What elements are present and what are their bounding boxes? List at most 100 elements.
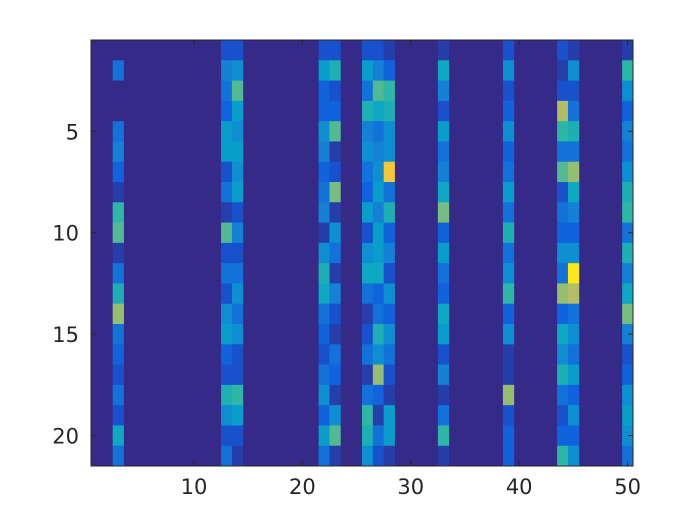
heatmap-cell: [622, 100, 634, 122]
heatmap-cell: [318, 425, 330, 447]
heatmap-cell: [362, 182, 374, 203]
heatmap-cell: [383, 303, 395, 325]
heatmap-cell: [329, 344, 341, 365]
heatmap-cell: [437, 60, 450, 81]
heatmap-cell: [437, 263, 450, 284]
heatmap-cell: [329, 324, 341, 345]
x-tick-label: 10: [181, 475, 208, 499]
heatmap-cell: [437, 364, 450, 386]
heatmap-cell: [437, 405, 450, 426]
heatmap-cell: [329, 405, 341, 426]
heatmap-cell: [437, 283, 450, 305]
heatmap-cell: [112, 202, 124, 223]
heatmap-cell: [622, 182, 634, 203]
heatmap-cell: [231, 121, 244, 142]
heatmap-cell: [622, 283, 634, 305]
heatmap-cell: [622, 303, 634, 325]
heatmap-cell: [231, 384, 244, 406]
heatmap-cell: [383, 100, 395, 122]
heatmap-cell: [221, 80, 233, 102]
heatmap-cell: [372, 80, 385, 102]
heatmap-cell: [329, 445, 341, 467]
heatmap-cell: [622, 60, 634, 81]
heatmap-cell: [437, 121, 450, 142]
heatmap-cell: [557, 384, 569, 406]
heatmap-cell: [318, 182, 330, 203]
heatmap-cell: [329, 242, 341, 264]
heatmap-cell: [622, 222, 634, 244]
heatmap-cell: [622, 344, 634, 365]
heatmap-cell: [362, 161, 374, 183]
heatmap-cell: [329, 141, 341, 163]
heatmap-cell: [329, 303, 341, 325]
heatmap-cell: [502, 60, 515, 81]
heatmap-cell: [502, 344, 515, 365]
heatmap-cell: [112, 384, 124, 406]
y-tick-label: 20: [52, 425, 79, 449]
heatmap-cell: [383, 283, 395, 305]
heatmap-cell: [502, 283, 515, 305]
heatmap-cell: [502, 100, 515, 122]
heatmap-cell: [329, 384, 341, 406]
heatmap-cell: [437, 182, 450, 203]
heatmap-cell: [557, 182, 569, 203]
heatmap-cell: [362, 445, 374, 467]
heatmap-cell: [231, 202, 244, 223]
heatmap-cell: [318, 303, 330, 325]
heatmap-cell: [502, 324, 515, 345]
heatmap-cell: [362, 303, 374, 325]
heatmap-cell: [231, 161, 244, 183]
heatmap-cell: [231, 100, 244, 122]
heatmap-cell: [112, 324, 124, 345]
heatmap-cell: [567, 384, 580, 406]
x-tick-label: 30: [397, 475, 424, 499]
heatmap-cell: [622, 141, 634, 163]
heatmap-cell: [383, 141, 395, 163]
heatmap-cell: [557, 40, 569, 61]
heatmap-cells: [112, 40, 634, 467]
heatmap-cell: [437, 242, 450, 264]
heatmap-cell: [383, 80, 395, 102]
heatmap-cell: [567, 182, 580, 203]
heatmap-cell: [372, 141, 385, 163]
heatmap-cell: [383, 384, 395, 406]
heatmap-cell: [567, 242, 580, 264]
heatmap-cell: [557, 303, 569, 325]
heatmap-cell: [221, 222, 233, 244]
heatmap-cell: [372, 263, 385, 284]
heatmap-cell: [231, 445, 244, 467]
heatmap-cell: [329, 283, 341, 305]
heatmap-cell: [221, 445, 233, 467]
heatmap-cell: [221, 40, 233, 61]
heatmap-cell: [622, 40, 634, 61]
heatmap-cell: [622, 405, 634, 426]
heatmap-cell: [231, 364, 244, 386]
heatmap-cell: [383, 60, 395, 81]
heatmap-cell: [372, 344, 385, 365]
heatmap-cell: [329, 121, 341, 142]
heatmap-cell: [231, 60, 244, 81]
heatmap-cell: [329, 80, 341, 102]
heatmap-cell: [362, 242, 374, 264]
heatmap-cell: [557, 242, 569, 264]
heatmap-cell: [318, 384, 330, 406]
heatmap-cell: [318, 40, 330, 61]
heatmap-cell: [231, 182, 244, 203]
heatmap-cell: [372, 161, 385, 183]
heatmap-cell: [362, 263, 374, 284]
heatmap-cell: [362, 384, 374, 406]
heatmap-cell: [502, 405, 515, 426]
heatmap-cell: [567, 364, 580, 386]
heatmap-cell: [383, 324, 395, 345]
heatmap-cell: [221, 425, 233, 447]
heatmap-cell: [502, 263, 515, 284]
heatmap-cell: [383, 182, 395, 203]
heatmap-cell: [221, 182, 233, 203]
heatmap-cell: [318, 324, 330, 345]
heatmap-cell: [372, 202, 385, 223]
heatmap-cell: [502, 161, 515, 183]
heatmap-cell: [318, 60, 330, 81]
heatmap-cell: [221, 202, 233, 223]
heatmap-cell: [231, 40, 244, 61]
